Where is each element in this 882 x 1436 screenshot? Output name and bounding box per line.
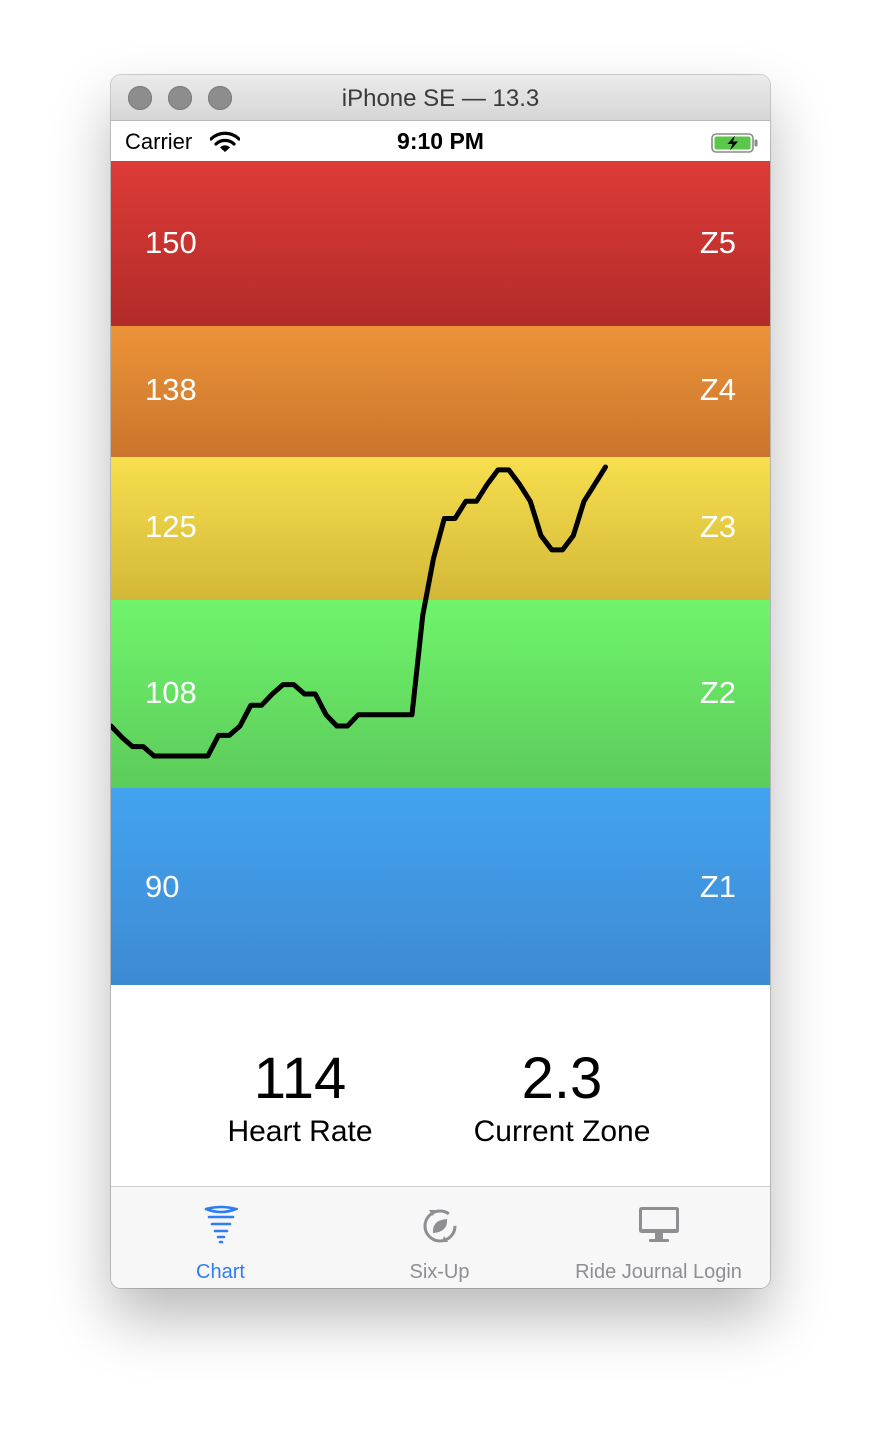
tab-label: Chart (196, 1261, 245, 1283)
status-time: 9:10 PM (397, 128, 484, 154)
zoom-window-button[interactable] (208, 86, 232, 110)
zone-name-label: Z4 (699, 372, 736, 407)
status-bar: Carrier 9:10 PM (111, 121, 770, 161)
minimize-window-button[interactable] (168, 86, 192, 110)
tab-ride-journal-login[interactable]: Ride Journal Login (549, 1187, 768, 1288)
tab-bar: Chart Six-Up Ride Journal Login (111, 1186, 770, 1288)
heart-rate-label: Heart Rate (227, 1115, 373, 1148)
zone-name-label: Z1 (699, 869, 736, 904)
heart-rate-series-line (111, 464, 608, 759)
zone-name-label: Z3 (699, 509, 736, 544)
cycle-leaf-icon (423, 1209, 456, 1243)
zone-hr-label: 90 (145, 869, 180, 904)
carrier-label: Carrier (125, 129, 193, 154)
heart-rate-value: 114 (253, 1046, 347, 1111)
zone-band-z2: 108 Z2 (111, 600, 770, 788)
tornado-icon (204, 1205, 238, 1244)
tab-label: Six-Up (409, 1261, 470, 1283)
window-titlebar: iPhone SE — 13.3 (111, 75, 770, 121)
stats-panel: 114 Heart Rate 2.3 Current Zone (111, 985, 770, 1185)
wifi-icon (210, 131, 240, 152)
current-zone-value: 2.3 (521, 1046, 603, 1111)
simulator-window: iPhone SE — 13.3 Carrier 9:10 PM 150 Z5 … (111, 75, 770, 1288)
zone-hr-label: 108 (145, 675, 197, 710)
tab-chart[interactable]: Chart (111, 1187, 330, 1288)
zone-band-z1: 90 Z1 (111, 788, 770, 985)
close-window-button[interactable] (128, 86, 152, 110)
tab-label: Ride Journal Login (575, 1261, 742, 1283)
zone-hr-label: 150 (145, 225, 197, 260)
zone-chart: 150 Z5 138 Z4 125 Z3 108 Z2 90 Z1 (111, 161, 770, 985)
zone-name-label: Z5 (699, 225, 736, 260)
zone-band-z4: 138 Z4 (111, 326, 770, 457)
zone-hr-label: 138 (145, 372, 197, 407)
zone-band-z5: 150 Z5 (111, 161, 770, 326)
desktop-icon (638, 1207, 679, 1242)
zone-name-label: Z2 (699, 675, 736, 710)
tab-six-up[interactable]: Six-Up (330, 1187, 549, 1288)
battery-charging-icon (711, 133, 758, 153)
heart-rate-line-chart (111, 464, 608, 759)
zone-hr-label: 125 (145, 509, 197, 544)
window-title: iPhone SE — 13.3 (341, 85, 540, 112)
current-zone-label: Current Zone (473, 1115, 651, 1148)
